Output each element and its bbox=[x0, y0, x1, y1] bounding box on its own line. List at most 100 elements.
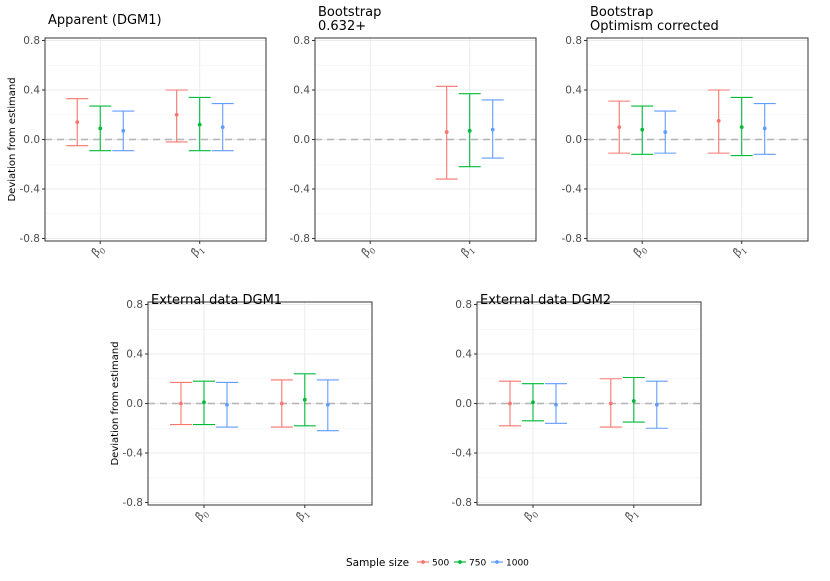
y-tick-label: 0.8 bbox=[565, 35, 582, 47]
x-tick-label: β̂1 bbox=[189, 242, 208, 261]
legend-key-point bbox=[495, 560, 499, 564]
point-estimate bbox=[640, 127, 645, 132]
y-tick-label: -0.4 bbox=[452, 448, 473, 460]
svg-text:β̂1: β̂1 bbox=[189, 242, 208, 261]
svg-text:β̂0: β̂0 bbox=[522, 506, 541, 525]
y-tick-label: -0.4 bbox=[290, 184, 311, 196]
point-estimate bbox=[467, 128, 472, 133]
point-estimate bbox=[121, 128, 126, 133]
point-estimate bbox=[631, 399, 636, 403]
legend-item-1000: 1000 bbox=[491, 559, 529, 569]
svg-text:β̂1: β̂1 bbox=[731, 242, 750, 261]
chart-panel: 0.8 0.4 0.0 -0.4 -0.8 β̂0 β̂1 Apparent (DGM1) De… bbox=[7, 13, 267, 261]
point-estimate bbox=[174, 112, 179, 117]
error-bar bbox=[622, 376, 645, 423]
error-bar bbox=[193, 380, 215, 426]
y-tick-label: 0.0 bbox=[293, 134, 310, 146]
x-tick-label: β̂1 bbox=[731, 242, 750, 261]
error-bar bbox=[608, 100, 631, 154]
error-bar bbox=[66, 98, 89, 147]
error-bar bbox=[165, 89, 188, 143]
y-tick-label: -0.8 bbox=[123, 497, 144, 509]
svg-text:β̂1: β̂1 bbox=[623, 506, 642, 525]
panel-title: External data DGM2 bbox=[480, 293, 611, 308]
point-estimate bbox=[179, 401, 183, 406]
y-tick-label: 0.0 bbox=[23, 134, 40, 146]
panel-border bbox=[44, 37, 267, 242]
point-estimate bbox=[654, 402, 659, 407]
error-bar bbox=[112, 110, 135, 152]
error-bar bbox=[499, 380, 521, 427]
x-tick-label: β̂0 bbox=[359, 246, 378, 260]
legend-item-500: 500 bbox=[417, 559, 449, 569]
y-tick-label: 0.4 bbox=[455, 348, 472, 360]
panel-title: Optimism corrected bbox=[590, 19, 719, 34]
panel-title: External data DGM1 bbox=[151, 293, 282, 308]
x-tick-label: β̂0 bbox=[522, 506, 541, 525]
error-bar bbox=[293, 373, 316, 427]
point-estimate bbox=[279, 401, 284, 406]
error-bar bbox=[211, 103, 234, 152]
y-tick-label: -0.4 bbox=[123, 448, 144, 460]
y-axis-label: Deviation from estimand bbox=[7, 77, 18, 201]
y-tick-label: 0.8 bbox=[455, 299, 472, 311]
svg-text:β̂0: β̂0 bbox=[89, 242, 108, 261]
y-tick-label: -0.8 bbox=[562, 233, 583, 245]
error-bar bbox=[654, 110, 677, 154]
point-estimate bbox=[663, 130, 668, 134]
error-bar bbox=[545, 383, 567, 424]
y-tick-label: -0.8 bbox=[20, 233, 41, 245]
error-bar bbox=[216, 381, 238, 428]
y-tick-label: 0.8 bbox=[126, 299, 143, 311]
legend-item-750: 750 bbox=[454, 559, 486, 569]
panel-title: Apparent (DGM1) bbox=[48, 13, 162, 28]
point-estimate bbox=[617, 125, 622, 130]
y-tick-label: -0.4 bbox=[562, 184, 583, 196]
point-estimate bbox=[75, 120, 80, 125]
legend-key-point bbox=[421, 560, 425, 564]
point-estimate bbox=[202, 400, 206, 405]
panel-title: Bootstrap bbox=[590, 5, 653, 20]
error-bar bbox=[435, 85, 458, 180]
legend-label: 500 bbox=[432, 559, 449, 569]
y-tick-label: -0.8 bbox=[452, 497, 473, 509]
error-bar bbox=[645, 380, 668, 429]
point-estimate bbox=[531, 400, 535, 405]
error-bar bbox=[458, 93, 481, 168]
error-bar bbox=[270, 379, 293, 428]
legend-key-point bbox=[458, 560, 462, 564]
panel-border bbox=[476, 301, 702, 506]
point-estimate bbox=[325, 402, 330, 407]
point-estimate bbox=[739, 125, 744, 130]
y-tick-label: 0.0 bbox=[565, 134, 582, 146]
y-tick-label: 0.8 bbox=[293, 35, 310, 47]
point-estimate bbox=[716, 119, 721, 123]
panel-border bbox=[314, 37, 537, 242]
error-bar bbox=[631, 105, 654, 155]
chart-panel: 0.8 0.4 0.0 -0.4 -0.8 β̂0 β̂1 External data DGM… bbox=[110, 293, 373, 524]
error-bar bbox=[730, 96, 753, 157]
y-tick-label: 0.0 bbox=[455, 398, 472, 410]
x-tick-label: β̂0 bbox=[193, 510, 212, 524]
x-tick-label: β̂0 bbox=[631, 246, 650, 260]
point-estimate bbox=[197, 122, 202, 127]
point-estimate bbox=[444, 130, 449, 134]
y-tick-label: 0.4 bbox=[565, 84, 582, 96]
chart-panel: 0.8 0.4 0.0 -0.4 -0.8 β̂0 β̂1 BootstrapOptimism… bbox=[562, 5, 809, 261]
y-tick-label: -0.8 bbox=[290, 233, 311, 245]
y-tick-label: -0.4 bbox=[20, 184, 41, 196]
error-bar bbox=[188, 96, 211, 152]
x-tick-label: β̂1 bbox=[623, 506, 642, 525]
y-tick-label: 0.4 bbox=[126, 348, 143, 360]
y-tick-label: 0.8 bbox=[23, 35, 40, 47]
y-tick-label: 0.4 bbox=[293, 84, 310, 96]
point-estimate bbox=[220, 125, 225, 130]
legend-label: 750 bbox=[469, 559, 486, 569]
panel-border bbox=[147, 301, 373, 506]
x-tick-label: β̂1 bbox=[294, 510, 313, 524]
legend-title: Sample size bbox=[346, 557, 409, 569]
chart-panel: 0.8 0.4 0.0 -0.4 -0.8 β̂0 β̂1 External data DGM… bbox=[452, 293, 702, 525]
error-bar bbox=[89, 105, 112, 152]
